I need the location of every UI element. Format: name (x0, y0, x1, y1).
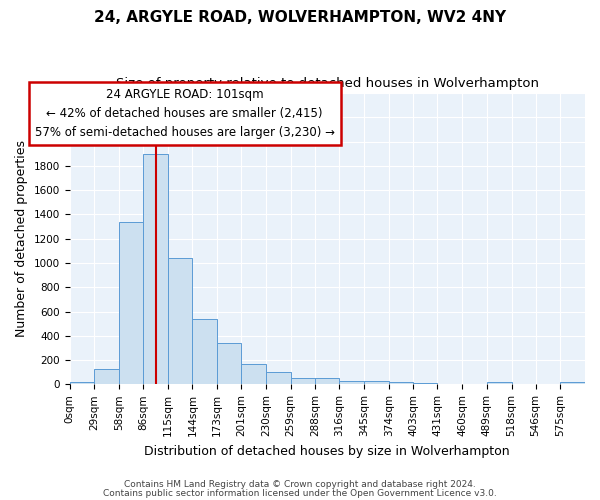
Title: Size of property relative to detached houses in Wolverhampton: Size of property relative to detached ho… (116, 78, 539, 90)
Bar (487, 382, 512, 384)
Bar (290, 378, 316, 384)
Bar (560, 382, 585, 384)
Bar (316, 378, 339, 384)
Y-axis label: Number of detached properties: Number of detached properties (15, 140, 28, 337)
Bar (241, 364, 266, 384)
Text: 24 ARGYLE ROAD: 101sqm
← 42% of detached houses are smaller (2,415)
57% of semi-: 24 ARGYLE ROAD: 101sqm ← 42% of detached… (35, 88, 335, 139)
Text: Contains HM Land Registry data © Crown copyright and database right 2024.: Contains HM Land Registry data © Crown c… (124, 480, 476, 489)
Bar (70, 382, 94, 384)
Text: Contains public sector information licensed under the Open Government Licence v3: Contains public sector information licen… (103, 490, 497, 498)
Bar (339, 380, 364, 384)
X-axis label: Distribution of detached houses by size in Wolverhampton: Distribution of detached houses by size … (145, 444, 510, 458)
Bar (119, 222, 143, 384)
Bar (193, 319, 217, 384)
Bar (266, 372, 290, 384)
Bar (364, 382, 389, 384)
Bar (143, 154, 167, 384)
Text: 24, ARGYLE ROAD, WOLVERHAMPTON, WV2 4NY: 24, ARGYLE ROAD, WOLVERHAMPTON, WV2 4NY (94, 10, 506, 25)
Bar (217, 343, 241, 384)
Bar (389, 382, 413, 384)
Bar (94, 368, 119, 384)
Bar (413, 383, 437, 384)
Bar (167, 258, 193, 384)
